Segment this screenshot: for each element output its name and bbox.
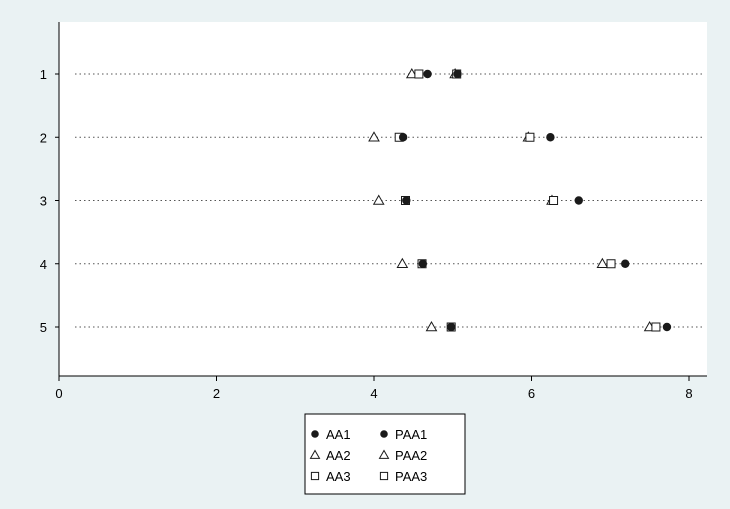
point-AA2-3 — [372, 194, 385, 205]
point-AA1-1 — [423, 69, 432, 79]
x-tick-label-4: 4 — [370, 386, 377, 401]
y-tick-label-5: 5 — [40, 320, 47, 335]
axes: 1 2 3 4 5 0 2 4 6 8 — [40, 22, 707, 401]
point-AA1-3 — [402, 196, 411, 205]
y-tick-label-4: 4 — [40, 257, 47, 272]
point-AA2-2 — [368, 131, 380, 142]
x-tick-label-8: 8 — [685, 386, 692, 401]
x-tick-label-2: 2 — [213, 386, 220, 401]
x-tick-label-6: 6 — [528, 386, 535, 401]
point-PAA1-4 — [621, 259, 630, 268]
point-PAA3-4 — [606, 259, 616, 269]
point-PAA1-3 — [574, 196, 583, 205]
point-PAA1-1 — [453, 69, 462, 79]
legend-marker-PAA3 — [379, 471, 389, 481]
y-tick-label-2: 2 — [40, 130, 47, 145]
point-AA2-4 — [396, 257, 409, 268]
point-PAA1-2 — [546, 133, 555, 142]
point-PAA2-4 — [596, 257, 609, 268]
point-AA1-5 — [446, 322, 456, 332]
point-AA3-1 — [414, 69, 424, 79]
point-PAA3-2 — [525, 132, 535, 142]
legend-marker-AA2 — [309, 449, 321, 459]
point-AA2-5 — [425, 320, 438, 332]
legend-label-AA3: AA3 — [326, 469, 351, 484]
point-AA1-2 — [398, 133, 408, 142]
legend-marker-PAA1 — [380, 430, 388, 438]
y-tick-label-1: 1 — [40, 67, 47, 82]
point-AA2-1 — [405, 67, 418, 79]
plot-background — [59, 22, 707, 376]
legend-marker-AA1 — [311, 430, 319, 438]
legend-marker-AA3 — [310, 471, 320, 481]
data-markers — [368, 67, 672, 332]
legend-label-PAA1: PAA1 — [395, 427, 427, 442]
point-AA1-4 — [418, 259, 428, 268]
legend-marker-PAA2 — [378, 449, 390, 459]
grid-lines — [75, 73, 704, 328]
legend-label-AA1: AA1 — [326, 427, 351, 442]
legend: AA1 PAA1 AA2 PAA2 AA3 PAA3 — [304, 413, 466, 495]
y-tick-label-3: 3 — [40, 194, 47, 209]
legend-label-PAA2: PAA2 — [395, 448, 427, 463]
point-PAA3-3 — [549, 196, 559, 205]
point-PAA1-5 — [662, 322, 672, 332]
legend-label-AA2: AA2 — [326, 448, 351, 463]
point-PAA3-5 — [651, 322, 661, 332]
legend-label-PAA3: PAA3 — [395, 469, 427, 484]
x-tick-label-0: 0 — [55, 386, 62, 401]
